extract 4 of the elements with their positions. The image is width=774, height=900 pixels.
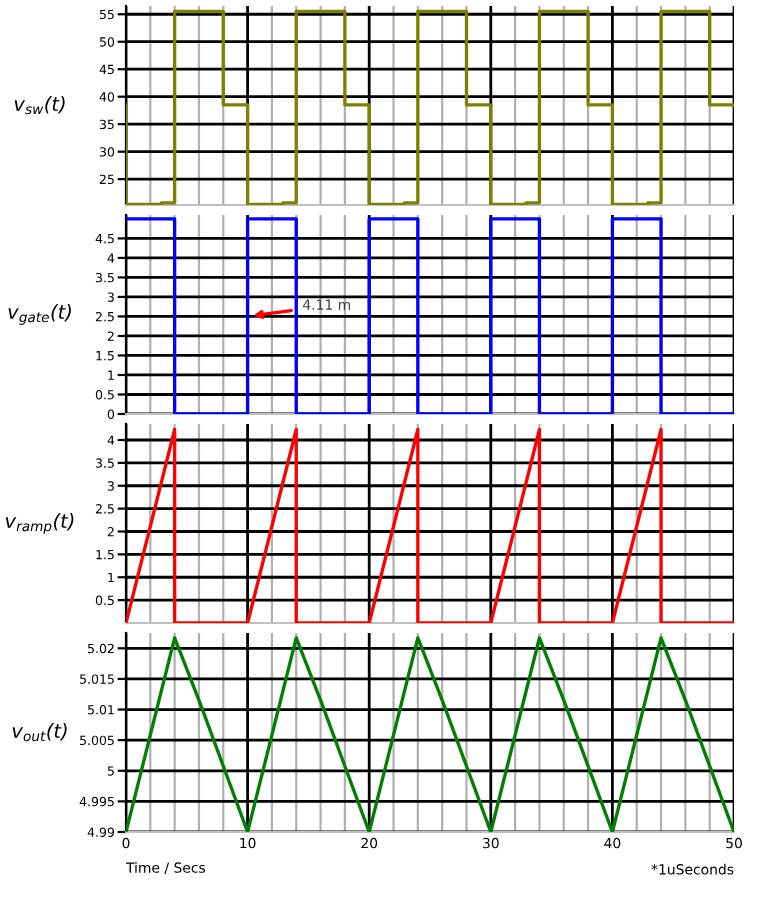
y-axis-title: v$_{ramp}$(t)	[5, 513, 74, 534]
y-axis-title: v$_{sw}$(t)	[14, 96, 65, 115]
y-axis-title: v$_{gate}$(t)	[8, 304, 71, 325]
y-axis-title: v$_{out}$(t)	[12, 723, 67, 742]
